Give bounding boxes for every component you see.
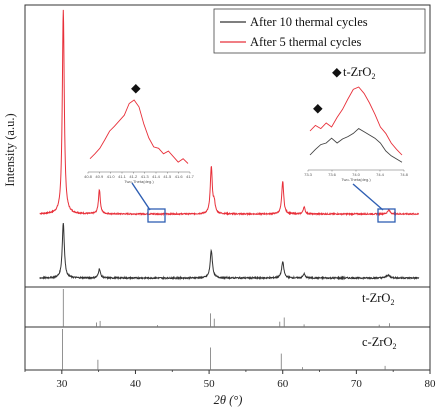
left-inset: 40.8 40.9 41.0 41.1 41.2 41.3 41.4 41.5 41.6 41.7… [84,99,195,184]
x-axis-label: 2θ (°) [214,393,243,407]
diamond-marker-legend: ◆ [332,65,342,79]
series-line-1 [39,222,420,281]
inset-x-label: Two-Theta(deg.) [124,179,154,184]
marker-phase-text: t-ZrO [343,65,371,79]
inset-tick-label: 73.3 [304,172,313,177]
x-tick-label-60: 60 [277,378,289,390]
left-inset-diamond: ◆ [131,81,141,95]
inset-tick-label: 41.1 [118,174,127,179]
inset-tick-label: 74.0 [352,172,361,177]
reference-lines [62,289,390,370]
inset-tick-label: 41.2 [129,174,138,179]
inset-tick-label: 40.8 [84,174,93,179]
right-zoom-connector [352,183,384,211]
legend-label-5-cycles: After 5 thermal cycles [250,35,362,49]
x-tick-label-50: 50 [204,378,216,390]
inset-tick-label: 41.7 [186,174,195,179]
marker-phase-label: t-ZrO2 [343,65,375,81]
inset-tick-label: 41.3 [141,174,150,179]
legend: After 10 thermal cycles After 5 thermal … [213,8,426,54]
y-axis-label: Intensity (a.u.) [3,113,17,186]
inset-tick-label: 40.9 [95,174,104,179]
inset-tick-label: 41.5 [163,174,172,179]
x-axis: 30 40 50 60 70 80 [24,370,437,390]
inset-series-0 [89,99,189,164]
right-inset: 73.3 73.6 74.0 74.4 74.8 Two-Theta(deg.) [304,86,409,182]
inset-tick-label: 41.4 [152,174,161,179]
inset-tick-label: 41.0 [107,174,116,179]
t-zro2-label-subscript: 2 [390,298,394,307]
x-tick-label-30: 30 [56,378,68,390]
series-line-0 [39,9,419,217]
legend-label-10-cycles: After 10 thermal cycles [250,15,368,29]
marker-phase-subscript: 2 [371,72,375,81]
series-layer [39,9,420,281]
right-inset-diamond: ◆ [313,101,323,115]
t-zro2-label: t-ZrO2 [362,291,394,307]
x-tick-label-40: 40 [130,378,142,390]
inset-tick-label: 74.4 [376,172,385,177]
inset-tick-label: 74.8 [400,172,409,177]
inset-tick-label: 41.6 [175,174,184,179]
c-zro2-label: c-ZrO2 [362,335,397,351]
t-zro2-label-text: t-ZrO [362,291,390,305]
inset-series-0 [309,86,403,156]
legend-box [213,8,426,54]
inset-tick-label: 73.6 [328,172,337,177]
inset-x-label: Two-Theta(deg.) [341,177,371,182]
x-tick-label-70: 70 [351,378,363,390]
left-zoom-connector [131,182,151,211]
left-zoom-box [147,208,166,223]
inset-series-1 [309,128,403,163]
c-zro2-panel-frame [24,326,431,371]
c-zro2-label-text: c-ZrO [362,335,393,349]
c-zro2-label-subscript: 2 [393,342,397,351]
x-tick-label-80: 80 [425,378,437,390]
right-zoom-box [377,208,396,223]
